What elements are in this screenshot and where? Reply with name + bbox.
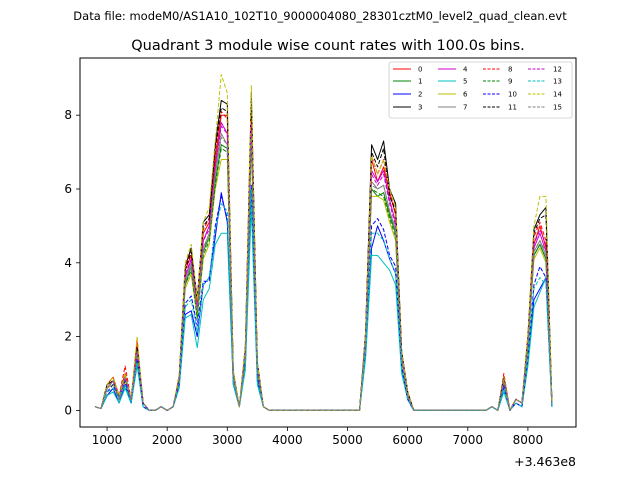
- x-tick-label: 7000: [453, 433, 484, 447]
- legend-label-3: 3: [418, 104, 422, 112]
- legend-label-13: 13: [553, 78, 562, 86]
- legend-label-0: 0: [418, 66, 422, 74]
- y-tick-label: 6: [64, 182, 72, 196]
- legend-label-5: 5: [463, 78, 467, 86]
- series-layer: [94, 74, 553, 411]
- x-offset-label: +3.463e8: [514, 454, 576, 469]
- legend-label-1: 1: [418, 78, 422, 86]
- legend-label-9: 9: [508, 78, 512, 86]
- legend-label-10: 10: [508, 91, 517, 99]
- y-tick-label: 2: [64, 330, 72, 344]
- x-tick-label: 2000: [152, 433, 183, 447]
- legend-label-7: 7: [463, 104, 467, 112]
- legend-label-12: 12: [553, 66, 562, 74]
- legend-label-2: 2: [418, 91, 422, 99]
- figure-suptitle: Data file: modeM0/AS1A10_102T10_90000040…: [73, 9, 567, 23]
- x-axis: 1000 2000 3000 4000 5000 6000 7000 8000: [92, 427, 543, 447]
- plot-area: 1000 2000 3000 4000 5000 6000 7000 8000 0 2 4 6 8: [64, 57, 577, 447]
- x-tick-label: 8000: [513, 433, 544, 447]
- y-tick-label: 4: [64, 256, 72, 270]
- x-tick-label: 1000: [92, 433, 123, 447]
- legend-label-14: 14: [553, 91, 562, 99]
- legend-label-15: 15: [553, 104, 562, 112]
- x-tick-label: 5000: [332, 433, 363, 447]
- y-axis: 0 2 4 6 8: [64, 108, 80, 417]
- chart-title: Quadrant 3 module wise count rates with …: [131, 38, 525, 54]
- y-tick-label: 8: [64, 108, 72, 122]
- legend-box: [388, 61, 573, 119]
- legend-label-6: 6: [463, 91, 468, 99]
- x-tick-label: 6000: [392, 433, 423, 447]
- legend-label-8: 8: [508, 66, 512, 74]
- axes-frame: [79, 57, 577, 428]
- x-tick-label: 4000: [272, 433, 303, 447]
- y-tick-label: 0: [64, 403, 72, 417]
- legend-label-4: 4: [463, 66, 468, 74]
- legend-label-11: 11: [508, 104, 517, 112]
- x-tick-label: 3000: [212, 433, 243, 447]
- series-line-15: [94, 133, 553, 411]
